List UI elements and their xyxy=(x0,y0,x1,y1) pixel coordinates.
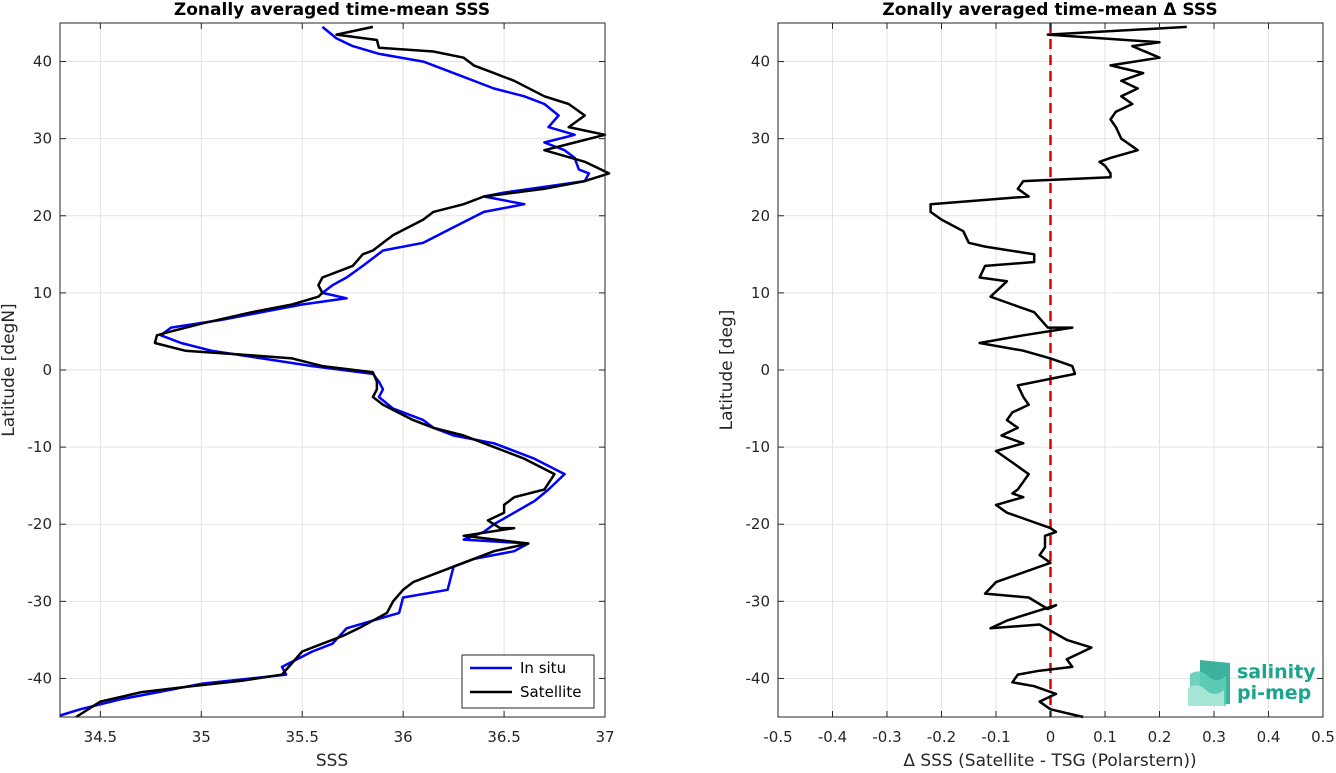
delta-xtick-label: -0.3 xyxy=(872,728,901,746)
delta-ytick-label: -20 xyxy=(746,515,771,533)
delta-ytick-label: -30 xyxy=(746,592,771,610)
series-line-delta-sss xyxy=(929,25,1187,719)
delta-xtick-label: 0.4 xyxy=(1257,728,1281,746)
delta-xtick-label: 0.5 xyxy=(1311,728,1335,746)
sss-ytick-label: 0 xyxy=(42,361,52,379)
sss-ytick-label: 40 xyxy=(33,53,52,71)
delta-xtick-label: 0.1 xyxy=(1093,728,1117,746)
delta-title: Zonally averaged time-mean Δ SSS xyxy=(882,0,1217,20)
delta-ticks: -0.5 -0.4 -0.3 -0.2 -0.1 0 0.1 0.2 0.3 0.4 0.5 -40 -… xyxy=(746,23,1335,746)
sss-ylabel: Latitude [degN] xyxy=(0,303,19,436)
sss-ytick-label: -10 xyxy=(28,438,53,456)
delta-xlabel: Δ SSS (Satellite - TSG (Polarstern)) xyxy=(903,751,1196,769)
series-line-in-situ xyxy=(59,25,591,717)
sss-ticks: 34.5 35 35.5 36 36.5 37 -40 -30 -20 -10 0 10 20 30 40 xyxy=(28,23,615,746)
legend: In situ Satellite xyxy=(461,654,595,709)
logo-wave-icon xyxy=(1188,660,1230,706)
sss-xtick-label: 37 xyxy=(595,728,614,746)
delta-sss-panel: -0.5 -0.4 -0.3 -0.2 -0.1 0 0.1 0.2 0.3 0.4 0.5 -40 -… xyxy=(717,0,1335,771)
logo-text-pimep: pi-mep xyxy=(1237,682,1311,704)
sss-xtick-label: 36 xyxy=(394,728,413,746)
sss-xtick-label: 34.5 xyxy=(84,728,117,746)
sss-title: Zonally averaged time-mean SSS xyxy=(174,0,490,20)
legend-box xyxy=(461,654,595,709)
delta-xtick-label: 0.2 xyxy=(1148,728,1172,746)
delta-xtick-label: -0.2 xyxy=(927,728,956,746)
sss-ytick-label: -30 xyxy=(28,592,53,610)
delta-xtick-label: 0 xyxy=(1046,728,1056,746)
delta-series-lines xyxy=(929,25,1187,719)
legend-label-satellite: Satellite xyxy=(520,683,581,701)
delta-ytick-label: -10 xyxy=(746,438,771,456)
legend-label-insitu: In situ xyxy=(520,659,566,677)
sss-ytick-label: -20 xyxy=(28,515,53,533)
sss-ytick-label: 30 xyxy=(33,130,52,148)
sss-xlabel: SSS xyxy=(316,751,348,769)
delta-ytick-label: 0 xyxy=(760,361,770,379)
sss-ytick-label: 20 xyxy=(33,207,52,225)
sss-panel: 34.5 35 35.5 36 36.5 37-40-30-20-10010203040 … xyxy=(0,0,615,771)
sss-xtick-label: 36.5 xyxy=(487,728,520,746)
sss-ytick-label: 10 xyxy=(33,284,52,302)
delta-ytick-label: 40 xyxy=(751,53,770,71)
delta-ytick-label: 20 xyxy=(751,207,770,225)
logo-text-salinity: salinity xyxy=(1237,661,1316,683)
sss-grid xyxy=(60,23,606,717)
delta-xtick-label: -0.4 xyxy=(818,728,847,746)
series-line-satellite xyxy=(75,25,611,719)
delta-xtick-label: -0.1 xyxy=(981,728,1010,746)
delta-ytick-label: 10 xyxy=(751,284,770,302)
sss-xtick-label: 35.5 xyxy=(286,728,319,746)
delta-xtick-label: -0.5 xyxy=(763,728,792,746)
delta-ytick-label: 30 xyxy=(751,130,770,148)
salinity-pi-mep-logo: salinity pi-mep xyxy=(1188,660,1316,706)
sss-xtick-label: 35 xyxy=(192,728,211,746)
delta-ylabel: Latitude [deg] xyxy=(717,310,737,431)
sss-ytick-label: -40 xyxy=(28,669,53,687)
sss-series-lines xyxy=(59,25,611,719)
delta-ytick-label: -40 xyxy=(746,669,771,687)
delta-xtick-label: 0.3 xyxy=(1202,728,1226,746)
